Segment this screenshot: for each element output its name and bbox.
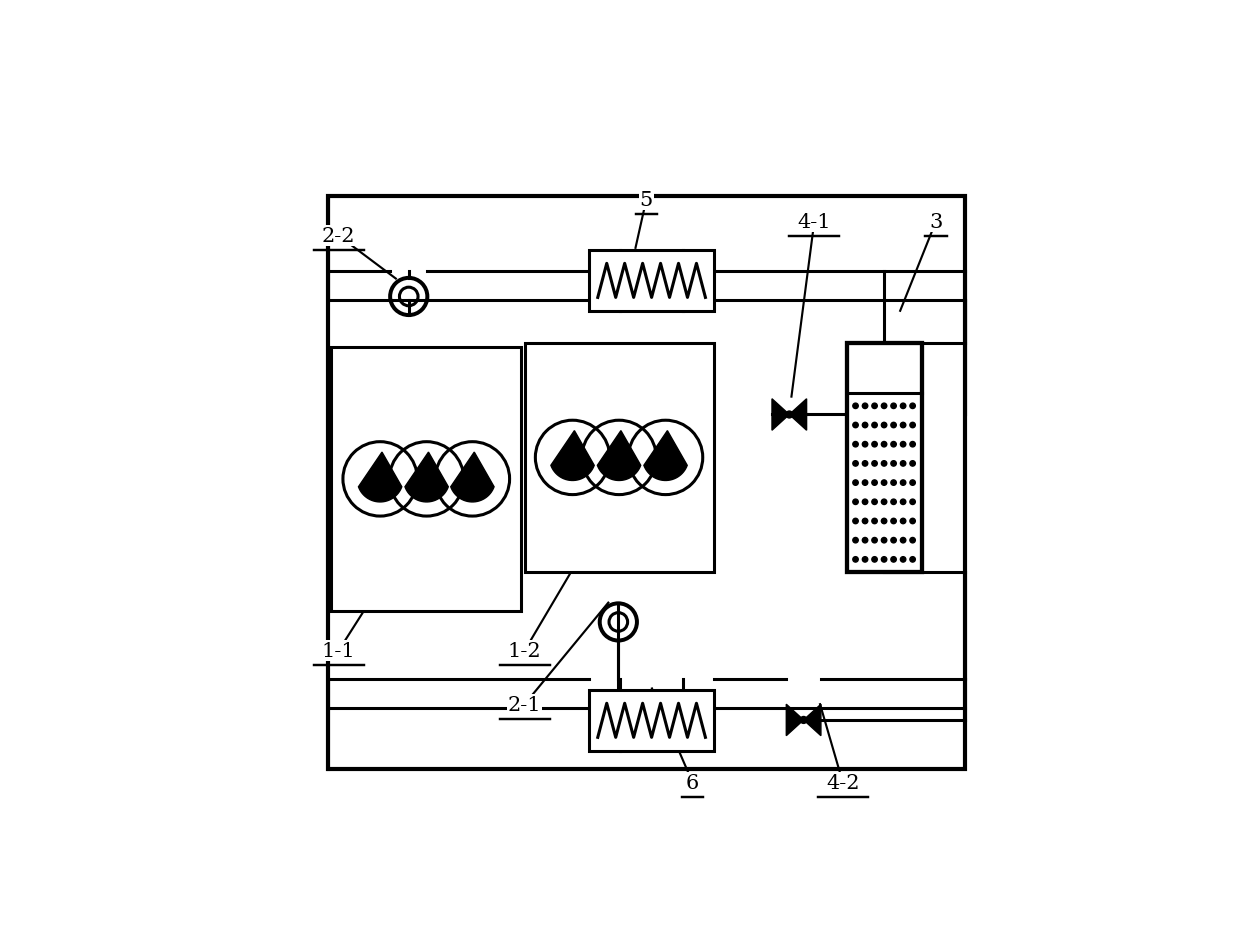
Circle shape (900, 461, 906, 467)
Circle shape (882, 404, 887, 409)
Circle shape (882, 461, 887, 467)
Circle shape (853, 423, 858, 428)
Bar (589, 690, 714, 751)
Circle shape (890, 557, 897, 562)
Circle shape (872, 404, 877, 409)
Circle shape (882, 499, 887, 505)
Polygon shape (786, 704, 804, 736)
Circle shape (872, 519, 877, 524)
Circle shape (890, 461, 897, 467)
Circle shape (862, 519, 868, 524)
Circle shape (900, 404, 906, 409)
Circle shape (900, 557, 906, 562)
Circle shape (882, 423, 887, 428)
Circle shape (882, 557, 887, 562)
Text: 2-1: 2-1 (508, 695, 542, 714)
Circle shape (900, 481, 906, 485)
Bar (331, 347, 521, 612)
Polygon shape (598, 432, 641, 481)
Circle shape (862, 423, 868, 428)
Polygon shape (358, 453, 402, 502)
Polygon shape (804, 704, 821, 736)
Circle shape (890, 481, 897, 485)
Circle shape (890, 404, 897, 409)
Circle shape (862, 557, 868, 562)
Circle shape (882, 481, 887, 485)
Circle shape (872, 442, 877, 447)
Polygon shape (551, 432, 594, 481)
Circle shape (853, 442, 858, 447)
Circle shape (872, 461, 877, 467)
Text: 4-2: 4-2 (826, 774, 859, 793)
Circle shape (890, 499, 897, 505)
Circle shape (853, 499, 858, 505)
Circle shape (862, 481, 868, 485)
Circle shape (882, 519, 887, 524)
Circle shape (853, 481, 858, 485)
Circle shape (568, 459, 573, 464)
Circle shape (882, 442, 887, 447)
Circle shape (467, 481, 474, 485)
Circle shape (862, 538, 868, 543)
Circle shape (615, 459, 620, 464)
Circle shape (900, 442, 906, 447)
Circle shape (872, 557, 877, 562)
Circle shape (890, 423, 897, 428)
Polygon shape (790, 399, 806, 431)
Circle shape (890, 538, 897, 543)
Circle shape (853, 557, 858, 562)
Circle shape (786, 412, 792, 419)
Text: 1-1: 1-1 (321, 641, 356, 661)
Bar (525, 343, 714, 573)
Circle shape (376, 481, 381, 485)
Circle shape (862, 404, 868, 409)
Circle shape (910, 519, 915, 524)
Polygon shape (450, 453, 494, 502)
Text: 5: 5 (640, 191, 652, 210)
Circle shape (910, 404, 915, 409)
Circle shape (872, 423, 877, 428)
Circle shape (882, 538, 887, 543)
Circle shape (910, 461, 915, 467)
Polygon shape (405, 453, 449, 502)
Circle shape (900, 423, 906, 428)
Circle shape (872, 499, 877, 505)
Bar (327, 197, 965, 768)
Circle shape (910, 538, 915, 543)
Circle shape (890, 442, 897, 447)
Circle shape (900, 499, 906, 505)
Circle shape (910, 423, 915, 428)
Text: 6: 6 (686, 774, 699, 793)
Circle shape (862, 461, 868, 467)
Circle shape (853, 461, 858, 467)
Text: 2-2: 2-2 (322, 227, 356, 246)
Circle shape (661, 459, 666, 464)
Circle shape (422, 481, 428, 485)
Circle shape (872, 538, 877, 543)
Circle shape (853, 404, 858, 409)
Circle shape (910, 499, 915, 505)
Circle shape (853, 538, 858, 543)
Circle shape (890, 519, 897, 524)
Circle shape (872, 481, 877, 485)
Circle shape (910, 481, 915, 485)
Circle shape (900, 538, 906, 543)
Text: 3: 3 (929, 213, 942, 232)
Text: 4-1: 4-1 (797, 213, 831, 232)
Polygon shape (773, 399, 790, 431)
Circle shape (800, 716, 807, 724)
Circle shape (910, 442, 915, 447)
Circle shape (862, 499, 868, 505)
Circle shape (910, 557, 915, 562)
Circle shape (900, 519, 906, 524)
Circle shape (853, 519, 858, 524)
Circle shape (862, 442, 868, 447)
Bar (847, 343, 921, 573)
Bar (589, 251, 714, 312)
Polygon shape (644, 432, 687, 481)
Text: 1-2: 1-2 (508, 641, 542, 661)
